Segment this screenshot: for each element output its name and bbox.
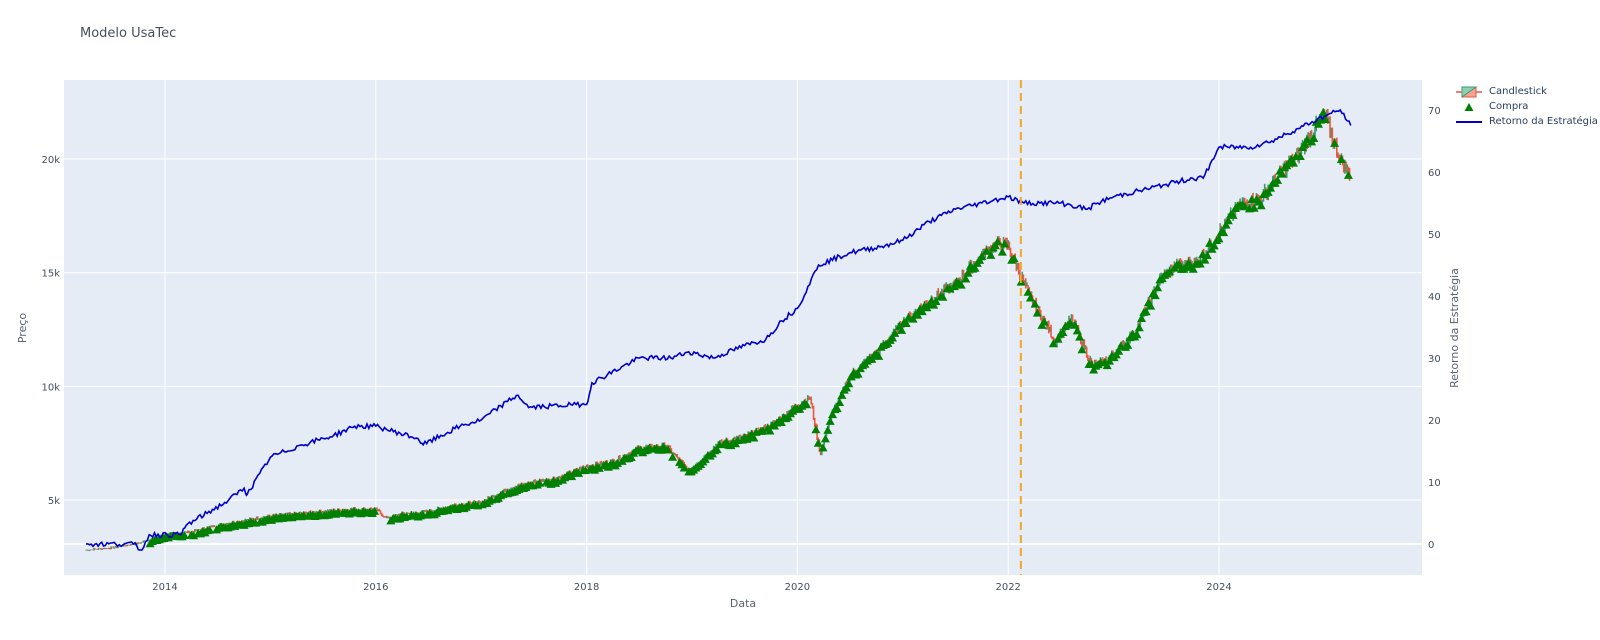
svg-text:2020: 2020 [785, 582, 810, 593]
candlestick-icon [1456, 86, 1482, 98]
svg-text:5k: 5k [48, 496, 60, 507]
svg-text:15k: 15k [41, 269, 60, 280]
svg-text:70: 70 [1428, 106, 1441, 117]
svg-text:10k: 10k [41, 382, 60, 393]
legend-item-compra[interactable]: Compra [1455, 99, 1598, 114]
legend-label: Candlestick [1489, 86, 1547, 97]
svg-text:30: 30 [1428, 354, 1441, 365]
legend: Candlestick Compra Retorno da Estratégia [1455, 84, 1598, 129]
svg-text:2018: 2018 [574, 582, 599, 593]
x-axis-ticks: 2014 2016 2018 2020 2022 2024 [152, 582, 1231, 593]
legend-item-candlestick[interactable]: Candlestick [1455, 84, 1598, 99]
y-right-axis-title: Retorno da Estratégia [1448, 268, 1461, 388]
strategy-return-line [85, 108, 1352, 552]
svg-text:2014: 2014 [152, 582, 177, 593]
line-icon [1456, 120, 1482, 123]
svg-text:2024: 2024 [1206, 582, 1231, 593]
y-right-axis-ticks: 0 10 20 30 40 50 60 70 [1428, 106, 1441, 551]
plot-area[interactable] [64, 80, 1422, 575]
legend-item-retorno[interactable]: Retorno da Estratégia [1455, 114, 1598, 129]
legend-label: Retorno da Estratégia [1489, 116, 1598, 127]
svg-text:20: 20 [1428, 416, 1441, 427]
legend-label: Compra [1489, 101, 1529, 112]
svg-text:2022: 2022 [995, 582, 1020, 593]
svg-text:50: 50 [1428, 230, 1441, 241]
svg-text:40: 40 [1428, 292, 1441, 303]
svg-text:10: 10 [1428, 478, 1441, 489]
svg-text:2016: 2016 [363, 582, 388, 593]
svg-text:20k: 20k [41, 155, 60, 166]
y-left-axis-title: Preço [16, 313, 29, 344]
x-axis-title: Data [730, 597, 756, 610]
gridlines [64, 80, 1422, 575]
buy-markers [145, 108, 1353, 548]
chart-title: Modelo UsaTec [80, 26, 177, 41]
svg-text:60: 60 [1428, 168, 1441, 179]
triangle-up-icon [1464, 102, 1474, 111]
y-left-axis-ticks: 5k 10k 15k 20k [41, 155, 60, 507]
svg-text:0: 0 [1428, 540, 1434, 551]
